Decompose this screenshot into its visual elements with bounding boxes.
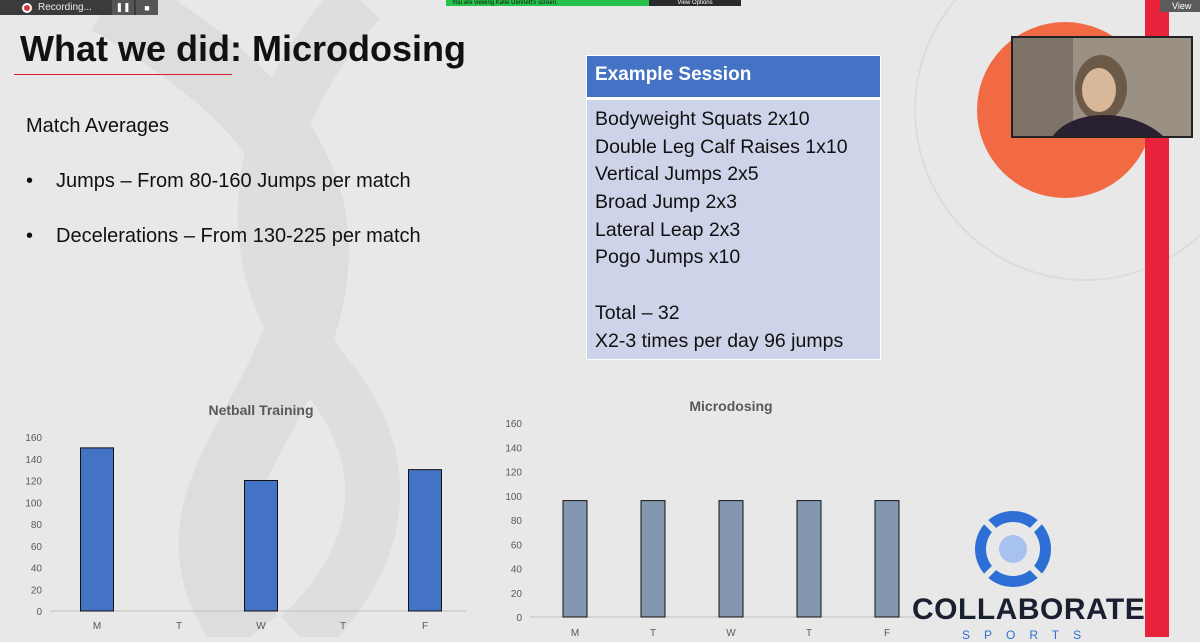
y-tick-label: 80 [31, 520, 43, 531]
y-tick-label: 40 [31, 564, 43, 575]
chart-canvas: Microdosing 0 20 40 60 80 100 120 140 160 M T W T F [505, 398, 926, 639]
bullet-mark: • [26, 170, 34, 192]
x-tick-label: T [806, 628, 812, 637]
session-item: Total – 32 [595, 301, 680, 324]
y-tick-label: 160 [25, 433, 42, 444]
y-tick-label: 120 [505, 468, 522, 479]
y-tick-label: 80 [511, 516, 523, 527]
slide-title: What we did: Microdosing [20, 28, 466, 69]
session-item: Bodyweight Squats 2x10 [595, 108, 810, 130]
y-tick-label: 20 [31, 585, 43, 596]
share-notice: You are viewing Katie Dennett's screen. [446, 0, 649, 6]
y-tick-label: 100 [25, 498, 42, 509]
view-options-button[interactable]: View Options [649, 0, 741, 6]
x-tick-label: W [726, 628, 736, 637]
y-tick-label: 20 [511, 589, 523, 600]
y-tick-label: 140 [25, 455, 42, 466]
screen-share-banner: You are viewing Katie Dennett's screen. … [446, 0, 741, 6]
collaborate-logo-subtext: SPORTS [962, 628, 1096, 642]
bar [718, 500, 744, 618]
session-item: Double Leg Calf Raises 1x10 [595, 135, 848, 158]
bullet-item: • Jumps – From 80-160 Jumps per match [26, 170, 411, 193]
session-item: Lateral Leap 2x3 [595, 218, 741, 241]
recording-label: Recording... [38, 2, 92, 13]
session-item: Pogo Jumps x10 [595, 246, 741, 269]
bar [796, 500, 822, 618]
chart-title: Netball Training [208, 402, 313, 418]
y-tick-label: 140 [505, 443, 522, 454]
title-underline [14, 74, 232, 75]
bar [408, 469, 442, 612]
collaborate-logo-text: COLLABORATE [912, 593, 1146, 626]
bullet-mark: • [26, 225, 34, 247]
y-tick-label: 0 [516, 613, 522, 624]
chart-canvas: Netball Training 0 20 40 60 80 100 120 140 160 M T W… [25, 402, 466, 632]
session-item [587, 272, 880, 300]
view-button[interactable]: View [1160, 0, 1200, 12]
bullet-text: Decelerations – From 130-225 per match [56, 225, 421, 247]
bar [874, 500, 900, 618]
presenter-avatar [1013, 38, 1191, 136]
bar [244, 480, 278, 612]
stop-button[interactable]: ■ [136, 0, 158, 15]
x-tick-label: M [571, 628, 579, 637]
x-tick-label: M [93, 621, 101, 632]
bar [80, 447, 114, 612]
microdosing-chart: Microdosing 0 20 40 60 80 100 120 140 160 M T W T F [498, 392, 928, 642]
y-tick-label: 100 [505, 492, 522, 503]
y-tick-label: 120 [25, 477, 42, 488]
bar [562, 500, 588, 618]
example-session-box: Example Session Bodyweight Squats 2x10 Do… [586, 55, 881, 360]
bar [640, 500, 666, 618]
session-item: Vertical Jumps 2x5 [595, 163, 759, 186]
bullet-item: • Decelerations – From 130-225 per match [26, 225, 421, 248]
x-tick-label: F [884, 628, 890, 637]
x-tick-label: T [176, 621, 182, 632]
session-header: Example Session [587, 56, 880, 100]
session-list: Bodyweight Squats 2x10 Double Leg Calf Ra… [587, 100, 880, 355]
session-item: X2-3 times per day 96 jumps [595, 329, 844, 352]
y-tick-label: 60 [31, 542, 43, 553]
session-item: Broad Jump 2x3 [595, 191, 737, 214]
match-averages-heading: Match Averages [26, 115, 170, 137]
y-tick-label: 60 [511, 540, 523, 551]
y-tick-label: 0 [36, 607, 42, 618]
x-tick-label: T [650, 628, 656, 637]
y-tick-label: 40 [511, 565, 523, 576]
x-tick-label: T [340, 621, 346, 632]
chart-title: Microdosing [689, 398, 772, 414]
collaborate-logo-icon [975, 511, 1051, 587]
presenter-video [1011, 36, 1193, 138]
recording-bar: Recording... ❚❚ ■ [0, 0, 158, 15]
pause-button[interactable]: ❚❚ [112, 0, 134, 15]
bullet-text: Jumps – From 80-160 Jumps per match [56, 170, 411, 192]
x-tick-label: W [256, 621, 266, 632]
y-tick-label: 160 [505, 419, 522, 430]
netball-training-chart: Netball Training 0 20 40 60 80 100 120 140 160 M T W… [20, 395, 480, 642]
x-tick-label: F [422, 621, 428, 632]
record-icon [22, 2, 32, 13]
